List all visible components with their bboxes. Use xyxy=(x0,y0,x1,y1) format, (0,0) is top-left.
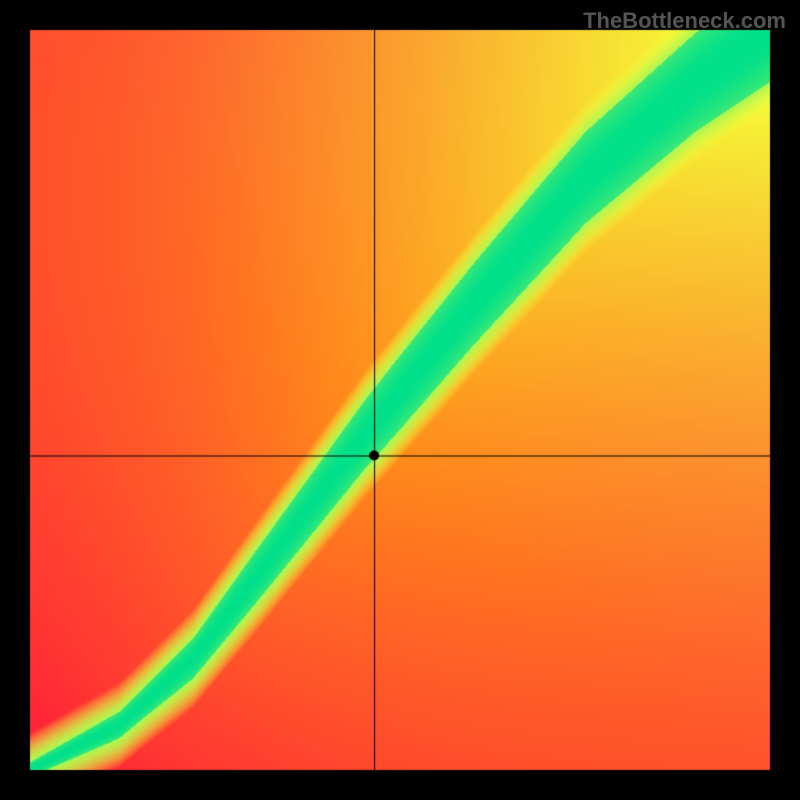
chart-container: TheBottleneck.com xyxy=(0,0,800,800)
watermark-text: TheBottleneck.com xyxy=(583,8,786,34)
bottleneck-heatmap xyxy=(0,0,800,800)
